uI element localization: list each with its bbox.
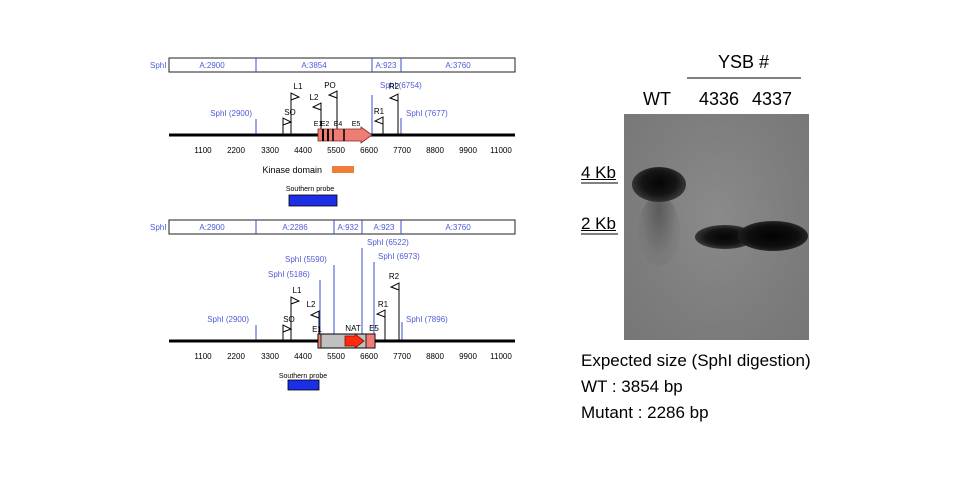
mut-probe-label: Southern probe (279, 373, 327, 380)
mut-segment-1: A:2900 (199, 223, 225, 232)
mut-primer-r2-flag (389, 282, 400, 340)
mut-segment-3: A:932 (338, 223, 359, 232)
wt-primer-r2-flag (388, 93, 399, 134)
mut-site-5590: SphI (5590) (285, 255, 327, 264)
mut-exon-e1: E1 (312, 325, 322, 334)
mut-tick-5500: 5500 (327, 352, 345, 361)
wt-primer-so: SO (284, 108, 296, 117)
mut-segment-2: A:2286 (282, 223, 308, 232)
mut-primer-l2: L2 (307, 300, 316, 309)
mut-tick-3300: 3300 (261, 352, 279, 361)
wt-primer-r1: R1 (374, 107, 385, 116)
nat-marker-arrow (344, 333, 365, 349)
wt-exon-e5: E5 (352, 121, 361, 128)
wt-primer-so-flag (282, 117, 293, 134)
wt-tick-11000: 11000 (490, 146, 512, 155)
mut-tick-8800: 8800 (426, 352, 444, 361)
mut-site-7896: SphI (7896) (406, 315, 448, 324)
expected-size-wt: WT : 3854 bp (581, 377, 683, 396)
mut-tick-6600: 6600 (360, 352, 378, 361)
wt-tick-5500: 5500 (327, 146, 345, 155)
wt-probe-label: Southern probe (286, 186, 334, 193)
southern-blot-image (624, 114, 809, 340)
wt-exon-e2: E2 (321, 121, 330, 128)
mut-tick-11000: 11000 (490, 352, 512, 361)
wt-tick-1100: 1100 (194, 146, 212, 155)
mut-tick-4400: 4400 (294, 352, 312, 361)
expected-size-title: Expected size (SphI digestion) (581, 351, 811, 370)
mut-site-2900: SphI (2900) (207, 315, 249, 324)
band-4337 (738, 221, 808, 251)
wt-tick-9900: 9900 (459, 146, 477, 155)
wt-lane-smear (638, 196, 680, 266)
mut-tick-7700: 7700 (393, 352, 411, 361)
wt-tick-8800: 8800 (426, 146, 444, 155)
mut-segment-5: A:3760 (445, 223, 471, 232)
lane-4337: 4337 (752, 89, 793, 109)
mut-site-6522: SphI (6522) (367, 238, 409, 247)
mut-primer-r1: R1 (378, 300, 389, 309)
wt-tick-2200: 2200 (227, 146, 245, 155)
wt-primer-r1-flag (373, 116, 384, 134)
wt-map: SphI A:2900 A:3854 A:923 A:3760 SphI (29… (150, 57, 516, 207)
mut-primer-so-flag (282, 324, 293, 340)
wt-site-2900: SphI (2900) (210, 109, 252, 118)
mut-tick-9900: 9900 (459, 352, 477, 361)
wt-tick-3300: 3300 (261, 146, 279, 155)
mut-exon-e1-block (317, 333, 322, 349)
lane-wt: WT (643, 89, 671, 109)
wt-segment-1: A:2900 (199, 61, 225, 70)
wt-tick-7700: 7700 (393, 146, 411, 155)
wt-primer-l2: L2 (310, 93, 319, 102)
wt-primer-l1-flag (290, 92, 301, 134)
mut-tick-1100: 1100 (194, 352, 212, 361)
mut-map-site-label: SphI (150, 223, 166, 232)
lane-4336: 4336 (699, 89, 740, 109)
mut-primer-l1-flag (290, 296, 301, 340)
wt-gene-arrow (317, 126, 373, 144)
mut-site-6973: SphI (6973) (378, 252, 420, 261)
wt-primer-po-flag (327, 90, 338, 134)
marker-4kb: 4 Kb (581, 163, 616, 182)
kinase-domain-bar (332, 166, 354, 173)
mut-primer-so: SO (283, 315, 295, 324)
wt-segment-2: A:3854 (301, 61, 327, 70)
kinase-domain-label: Kinase domain (262, 165, 322, 175)
mut-primer-l1: L1 (293, 286, 302, 295)
wt-exon-e1: E1 (314, 121, 323, 128)
mut-site-5186: SphI (5186) (268, 270, 310, 279)
nat-label: NAT (345, 324, 361, 333)
mut-primer-r1-flag (375, 309, 386, 340)
wt-primer-l1: L1 (294, 82, 303, 91)
wt-segment-4: A:3760 (445, 61, 471, 70)
expected-size-mutant: Mutant : 2286 bp (581, 403, 709, 422)
wt-exon-e4: E4 (334, 121, 343, 128)
wt-site-7677: SphI (7677) (406, 109, 448, 118)
band-wt (632, 167, 686, 202)
mut-exon-e5: E5 (369, 324, 379, 333)
wt-tick-4400: 4400 (294, 146, 312, 155)
wt-site-6754: SphI (6754) (380, 81, 422, 90)
wt-primer-r2: R2 (389, 82, 400, 91)
mut-segment-4: A:923 (374, 223, 395, 232)
wt-southern-probe (288, 194, 338, 207)
wt-tick-6600: 6600 (360, 146, 378, 155)
mut-tick-2200: 2200 (227, 352, 245, 361)
wt-segment-3: A:923 (376, 61, 397, 70)
mut-primer-l2-flag (309, 310, 320, 340)
mut-exon-e5-block (365, 333, 376, 349)
ysb-group-header: YSB # (718, 52, 770, 72)
mutant-map: SphI A:2900 A:2286 A:932 A:923 A:3760 Sp… (150, 219, 516, 391)
marker-2kb: 2 Kb (581, 214, 616, 233)
wt-primer-po: PO (324, 81, 336, 90)
wt-map-site-label: SphI (150, 61, 166, 70)
mut-primer-r2: R2 (389, 272, 400, 281)
wt-primer-l2-flag (311, 102, 322, 134)
mut-southern-probe (287, 379, 320, 391)
